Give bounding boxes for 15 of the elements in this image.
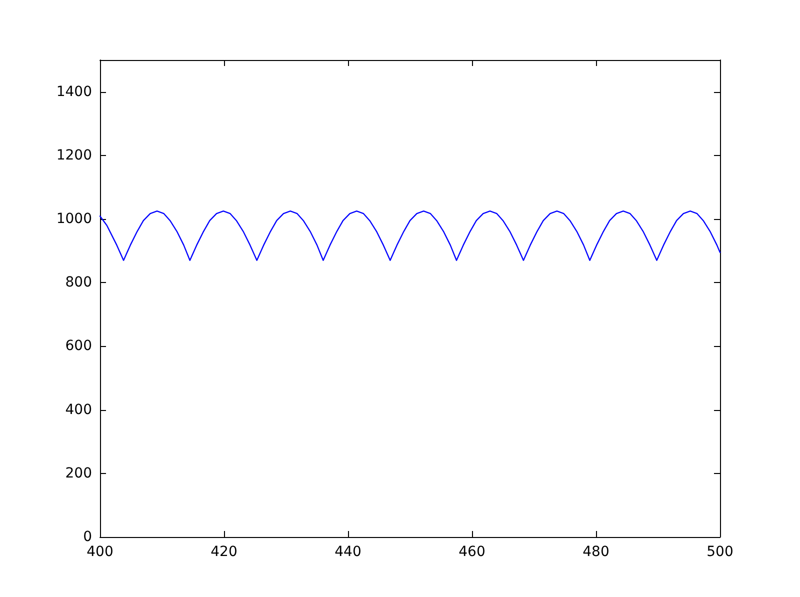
line-series — [99, 210, 721, 261]
y-tick-label: 1000 — [56, 211, 92, 227]
x-tick-label: 440 — [334, 544, 362, 560]
y-tick-label: 800 — [65, 274, 92, 291]
y-tick-label: 1400 — [56, 84, 92, 100]
x-tick-label: 480 — [582, 544, 610, 560]
x-tick-label: 460 — [458, 544, 486, 560]
x-tick-label: 420 — [210, 544, 238, 560]
y-tick-label: 600 — [65, 338, 92, 354]
x-tick-label: 500 — [706, 544, 734, 560]
x-tick-label: 400 — [86, 544, 114, 560]
y-tick-label: 200 — [65, 465, 92, 482]
y-tick-label: 400 — [65, 402, 92, 418]
y-tick-label: 0 — [83, 529, 92, 545]
y-tick-label: 1200 — [56, 147, 92, 164]
